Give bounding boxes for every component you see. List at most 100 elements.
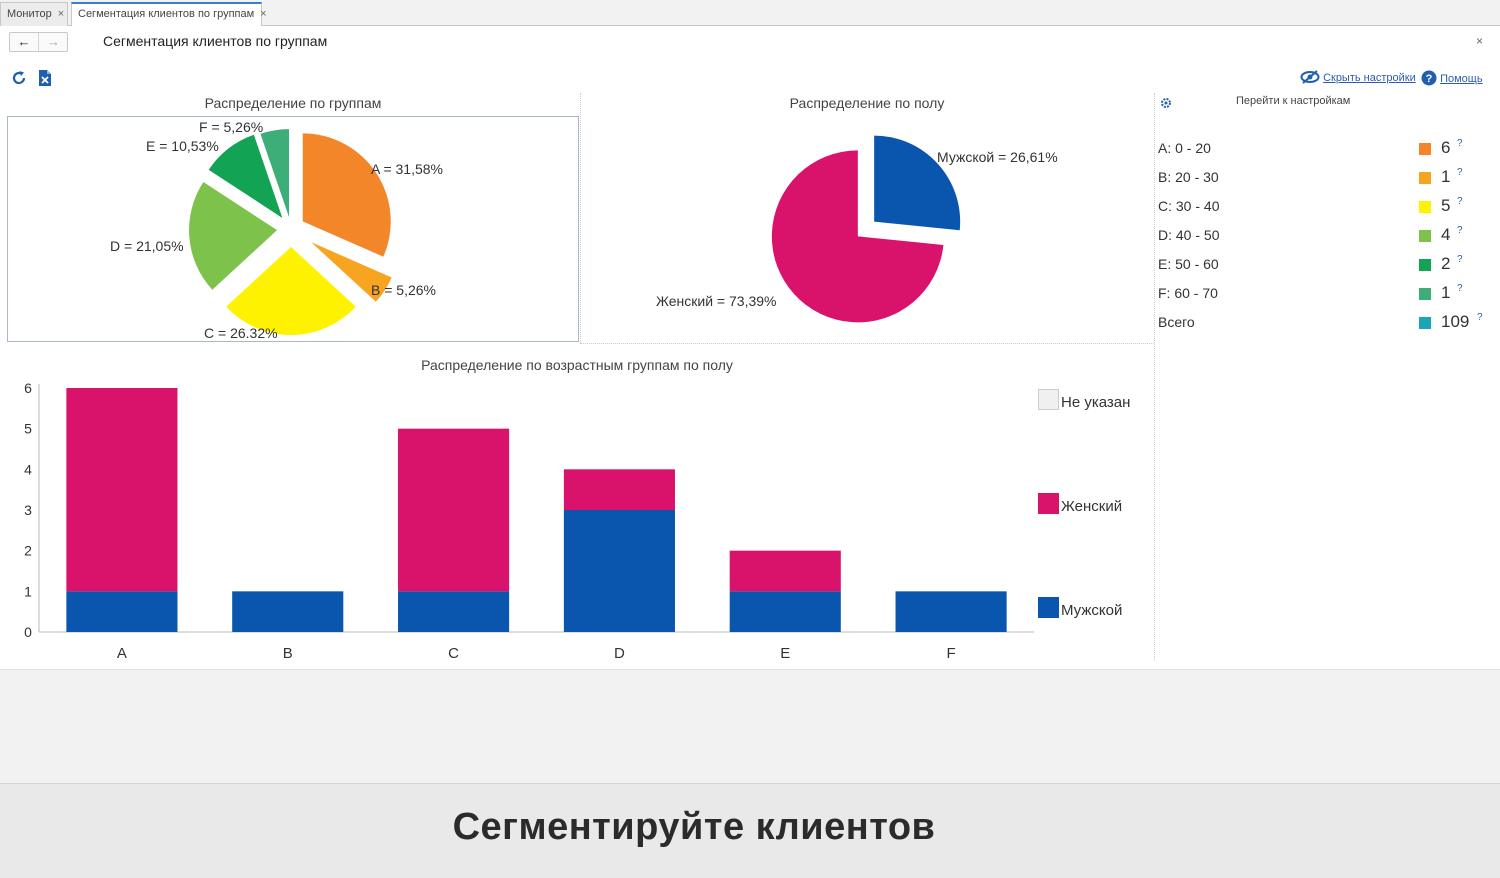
empty-area: [0, 669, 1500, 783]
color-swatch: [1419, 288, 1431, 300]
list-item: B: 20 - 30 1 ?: [1158, 167, 1488, 189]
x-tick-label: A: [117, 645, 127, 662]
group-count[interactable]: 6: [1441, 138, 1451, 157]
help-icon: ?: [1421, 70, 1437, 86]
tab-segmentation[interactable]: Сегментация клиентов по группам ×: [71, 2, 267, 26]
goto-settings-link[interactable]: Перейти к настройкам: [1236, 95, 1351, 107]
y-tick-label: 0: [24, 624, 32, 640]
list-item: F: 60 - 70 1 ?: [1158, 283, 1488, 305]
group-label: Всего: [1158, 314, 1195, 330]
list-item: D: 40 - 50 4 ?: [1158, 225, 1488, 247]
divider: [580, 93, 581, 343]
hide-settings-label[interactable]: Скрыть настройки: [1323, 72, 1416, 84]
forward-button[interactable]: →: [47, 34, 60, 49]
help-icon[interactable]: ?: [1457, 167, 1463, 178]
pie-slice-f: [260, 129, 290, 218]
close-icon[interactable]: ×: [260, 8, 267, 20]
pie-slice-b: [311, 242, 392, 302]
bar-c-series-1: [398, 428, 510, 592]
help-link[interactable]: ? Помощь: [1421, 70, 1483, 86]
list-item: A: 0 - 20 6 ?: [1158, 138, 1488, 160]
pie-label-a: A = 31,58%: [371, 161, 444, 177]
pie-slice-a: [302, 133, 391, 257]
pie-chart-frame: [7, 116, 579, 342]
help-icon[interactable]: ?: [1457, 196, 1463, 207]
back-button[interactable]: ←: [10, 33, 39, 51]
pie-slice-female: [771, 150, 944, 323]
chart-title-groups: Распределение по группам: [204, 95, 382, 111]
page-title: Сегментация клиентов по группам: [103, 33, 328, 49]
x-tick-label: D: [614, 645, 625, 662]
bar-c-series-0: [398, 591, 510, 632]
group-label: D: 40 - 50: [1158, 227, 1220, 243]
help-label[interactable]: Помощь: [1440, 73, 1483, 85]
tab-label: Монитор: [7, 8, 52, 20]
color-swatch: [1419, 143, 1431, 155]
close-icon[interactable]: ×: [57, 8, 65, 20]
y-tick-label: 2: [24, 543, 32, 559]
bar-d-series-1: [563, 469, 675, 510]
pie-label-f: F = 5,26%: [199, 119, 264, 135]
promo-banner: Сегментируйте клиентов: [0, 783, 1500, 878]
divider: [580, 343, 1154, 344]
help-icon[interactable]: ?: [1457, 225, 1463, 236]
tab-monitor[interactable]: Монитор ×: [0, 2, 68, 26]
group-label: E: 50 - 60: [1158, 256, 1219, 272]
pie-slice-d: [189, 182, 278, 290]
pie-label-e: E = 10,53%: [146, 138, 219, 154]
bar-d-series-0: [563, 510, 675, 632]
group-count[interactable]: 4: [1441, 225, 1451, 244]
legend-swatch-female: [1038, 493, 1059, 514]
color-swatch: [1419, 201, 1431, 213]
help-icon[interactable]: ?: [1457, 254, 1463, 265]
refresh-icon[interactable]: [10, 69, 28, 87]
banner-text: Сегментируйте клиентов: [452, 806, 936, 848]
group-count[interactable]: 109: [1441, 312, 1470, 331]
y-tick-label: 4: [24, 461, 32, 477]
bar-b-series-0: [232, 591, 344, 632]
bar-a-series-0: [66, 591, 178, 632]
group-count[interactable]: 2: [1441, 254, 1451, 273]
excel-icon[interactable]: [37, 69, 55, 87]
pie-label-c: C = 26.32%: [204, 325, 278, 341]
color-swatch: [1419, 230, 1431, 242]
y-tick-label: 5: [24, 421, 32, 437]
pie-slice-male: [874, 135, 961, 231]
group-count[interactable]: 5: [1441, 196, 1451, 215]
x-tick-label: F: [946, 645, 955, 662]
gear-icon[interactable]: [1160, 96, 1172, 108]
group-count[interactable]: 1: [1441, 283, 1451, 302]
group-label: F: 60 - 70: [1158, 285, 1218, 301]
legend-label-female: Женский: [1061, 498, 1123, 515]
svg-text:?: ?: [1426, 73, 1433, 85]
group-count[interactable]: 1: [1441, 167, 1451, 186]
help-icon[interactable]: ?: [1477, 312, 1483, 323]
help-icon[interactable]: ?: [1457, 138, 1463, 149]
y-tick-label: 1: [24, 583, 32, 599]
bar-chart-title: Распределение по возрастным группам по п…: [421, 357, 733, 373]
chart-title-gender: Распределение по полу: [789, 95, 945, 111]
hide-settings-link[interactable]: Скрыть настройки: [1300, 70, 1416, 84]
pie-label-b: B = 5,26%: [371, 282, 436, 298]
close-form-button[interactable]: ×: [1476, 34, 1484, 48]
pie-label-male: Мужской = 26,61%: [937, 149, 1058, 165]
list-item: C: 30 - 40 5 ?: [1158, 196, 1488, 218]
divider: [1154, 93, 1155, 661]
eye-slash-icon: [1300, 70, 1320, 84]
group-label: C: 30 - 40: [1158, 198, 1220, 214]
color-swatch: [1419, 172, 1431, 184]
legend-swatch-male: [1038, 597, 1059, 618]
group-label: B: 20 - 30: [1158, 169, 1219, 185]
tab-bar: Монитор × Сегментация клиентов по группам…: [0, 0, 1500, 26]
x-tick-label: C: [448, 645, 459, 662]
x-tick-label: B: [283, 645, 293, 662]
pie-slice-e: [208, 134, 283, 218]
bar-e-series-0: [729, 591, 841, 632]
color-swatch: [1419, 259, 1431, 271]
legend-label-unspecified: Не указан: [1061, 394, 1131, 411]
help-icon[interactable]: ?: [1457, 283, 1463, 294]
list-item: E: 50 - 60 2 ?: [1158, 254, 1488, 276]
